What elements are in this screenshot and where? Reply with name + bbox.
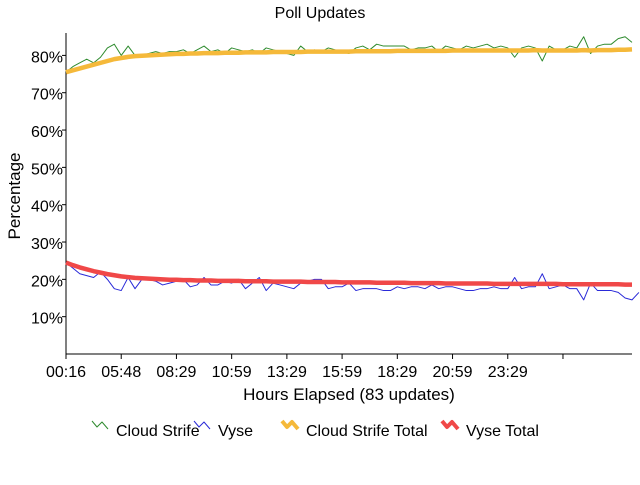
- y-tick-label: 80%: [31, 49, 63, 66]
- legend-item-vyse: Vyse: [193, 420, 253, 440]
- chart-legend: Cloud Strife Vyse Cloud Strife Total Vyse T…: [91, 419, 539, 440]
- series-line-vyse: [65, 262, 640, 301]
- y-tick-label: 30%: [31, 236, 63, 253]
- x-tick-label: 23:29: [488, 364, 528, 381]
- legend-swatch-cloud-strife-total: [280, 419, 300, 431]
- y-tick-label: 20%: [31, 273, 63, 290]
- y-tick-label: 10%: [31, 311, 63, 328]
- legend-label-cloud-strife-total: Cloud Strife Total: [306, 423, 428, 440]
- y-tick-label: 70%: [31, 87, 63, 104]
- legend-label-vyse: Vyse: [218, 423, 253, 440]
- x-tick-label: 05:48: [101, 364, 141, 381]
- legend-label-vyse-total: Vyse Total: [466, 423, 539, 440]
- series-line-vyse-total: [65, 260, 632, 287]
- x-axis-ticks: 00:16 05:48 08:29 10:59 13:29 15:59 18:29 20:59…: [46, 354, 564, 381]
- y-tick-label: 60%: [31, 124, 63, 141]
- legend-swatch-cloud-strife: [91, 420, 109, 430]
- x-tick-label: 15:59: [322, 364, 362, 381]
- legend-item-cloud-strife: Cloud Strife: [91, 420, 200, 440]
- x-tick-label: 00:16: [46, 364, 86, 381]
- legend-swatch-vyse-total: [440, 419, 460, 431]
- x-axis-label: Hours Elapsed (83 updates): [243, 385, 455, 404]
- legend-swatch-vyse: [193, 420, 211, 430]
- y-axis-ticks: 10% 20% 30% 40% 50% 60% 70% 80%: [31, 49, 66, 328]
- x-tick-label: 10:59: [212, 364, 252, 381]
- x-tick-label: 18:29: [377, 364, 417, 381]
- chart-title: Poll Updates: [275, 5, 366, 22]
- legend-item-cloud-strife-total: Cloud Strife Total: [280, 419, 428, 440]
- x-tick-label: 08:29: [156, 364, 196, 381]
- series-line-cloud-strife-total: [65, 47, 633, 75]
- y-tick-label: 50%: [31, 161, 63, 178]
- y-tick-label: 40%: [31, 199, 63, 216]
- series-layer: [65, 36, 640, 301]
- legend-label-cloud-strife: Cloud Strife: [116, 423, 200, 440]
- x-tick-label: 20:59: [433, 364, 473, 381]
- y-axis-label: Percentage: [5, 153, 24, 240]
- x-tick-label: 13:29: [267, 364, 307, 381]
- plot-frame: [65, 33, 632, 355]
- legend-item-vyse-total: Vyse Total: [440, 419, 539, 440]
